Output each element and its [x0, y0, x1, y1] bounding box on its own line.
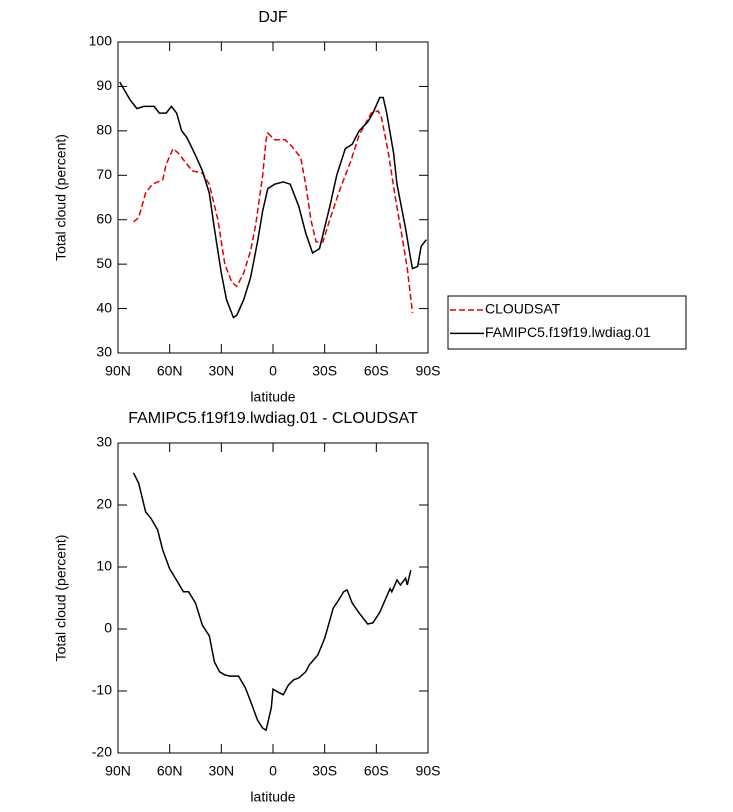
x-tick-label: 90N — [105, 363, 131, 379]
y-tick-label: -10 — [92, 682, 112, 698]
x-tick-label: 30S — [312, 363, 337, 379]
panel-title: FAMIPC5.f19f19.lwdiag.01 - CLOUDSAT — [128, 410, 418, 427]
y-tick-label: 20 — [96, 496, 112, 512]
x-tick-label: 60S — [364, 763, 389, 779]
y-tick-label: 100 — [89, 33, 113, 49]
x-tick-label: 60N — [157, 363, 183, 379]
x-tick-label: 30N — [208, 763, 234, 779]
y-tick-label: -20 — [92, 744, 112, 760]
legend-box — [447, 295, 687, 350]
y-tick-label: 10 — [96, 558, 112, 574]
x-tick-label: 90S — [416, 763, 441, 779]
x-tick-label: 30N — [208, 363, 234, 379]
y-tick-label: 40 — [96, 299, 112, 315]
y-axis-label: Total cloud (percent) — [53, 535, 69, 662]
plot-frame — [117, 442, 429, 754]
x-tick-label: 0 — [269, 763, 277, 779]
x-tick-label: 90S — [416, 363, 441, 379]
y-tick-label: 30 — [96, 434, 112, 450]
y-tick-label: 90 — [96, 77, 112, 93]
legend-label: FAMIPC5.f19f19.lwdiag.01 — [485, 324, 651, 340]
data-line — [119, 81, 427, 319]
y-tick-label: 50 — [96, 255, 112, 271]
x-tick-label: 60S — [364, 363, 389, 379]
y-tick-label: 70 — [96, 166, 112, 182]
y-tick-label: 0 — [104, 620, 112, 636]
x-tick-label: 90N — [105, 763, 131, 779]
x-tick-label: 30S — [312, 763, 337, 779]
panel-title: DJF — [258, 9, 288, 26]
plot-frame — [117, 41, 429, 354]
x-tick-label: 0 — [269, 363, 277, 379]
data-line — [132, 472, 412, 732]
x-axis-label: latitude — [250, 789, 295, 805]
data-line — [133, 109, 414, 314]
x-tick-label: 60N — [157, 763, 183, 779]
y-tick-label: 30 — [96, 344, 112, 360]
x-axis-label: latitude — [250, 389, 295, 405]
y-tick-label: 80 — [96, 122, 112, 138]
y-tick-label: 60 — [96, 210, 112, 226]
legend-label: CLOUDSAT — [485, 301, 561, 317]
y-axis-label: Total cloud (percent) — [53, 134, 69, 261]
